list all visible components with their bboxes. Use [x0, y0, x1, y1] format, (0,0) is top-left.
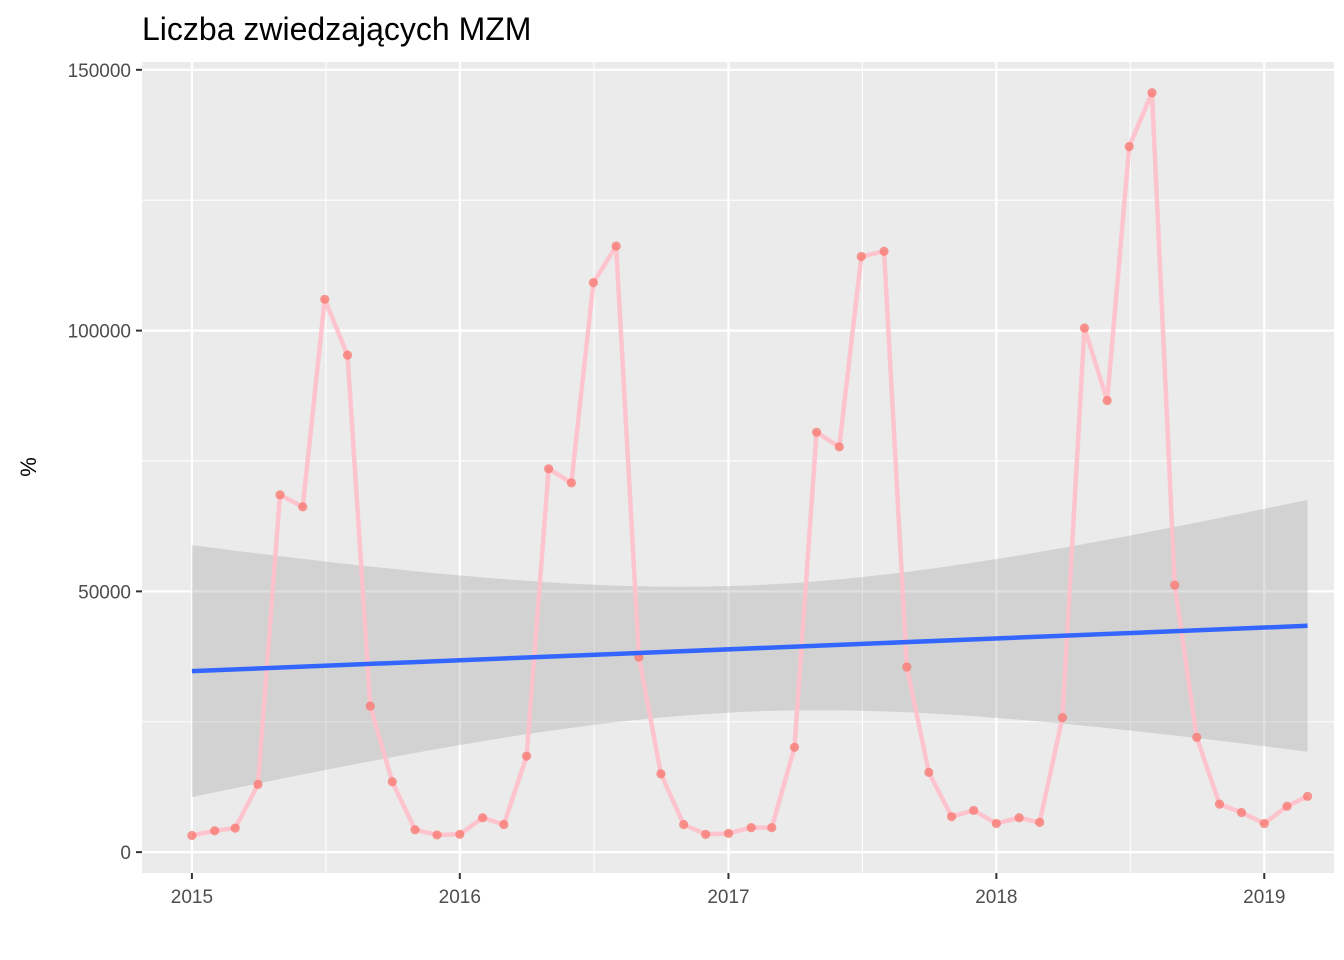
x-tick-label: 2017 — [707, 887, 749, 908]
data-point — [1170, 580, 1180, 590]
data-point — [746, 823, 756, 833]
data-point — [946, 812, 957, 822]
data-point — [1259, 818, 1269, 829]
data-point — [544, 464, 554, 474]
data-point — [499, 819, 509, 830]
x-axis: 2015 2016 2017 2018 2019 — [171, 873, 1285, 908]
data-point — [1035, 817, 1045, 828]
trend-line-layer — [191, 623, 1308, 674]
data-point — [789, 742, 800, 752]
data-point — [1214, 799, 1225, 809]
data-point — [1302, 791, 1313, 801]
data-point — [767, 823, 777, 833]
data-point — [298, 502, 308, 512]
data-point — [723, 828, 734, 838]
data-point — [1192, 732, 1202, 742]
x-tick-label: 2018 — [975, 887, 1017, 908]
data-point — [566, 478, 576, 488]
data-point — [991, 818, 1001, 829]
data-point — [1236, 807, 1247, 818]
data-point — [969, 805, 979, 816]
data-point — [701, 829, 711, 840]
data-point — [834, 442, 844, 452]
data-point — [902, 662, 912, 672]
data-point — [342, 350, 353, 360]
data-point — [410, 825, 420, 835]
data-point — [611, 241, 621, 251]
data-point — [1014, 813, 1024, 823]
y-tick-label: 100000 — [68, 322, 131, 343]
data-point — [455, 829, 465, 840]
trend-line — [191, 623, 1308, 674]
data-point — [588, 278, 599, 288]
data-point — [656, 769, 666, 779]
chart-title: Liczba zwiedzających MZM — [142, 11, 531, 47]
plot-panel — [142, 62, 1334, 873]
data-point — [1124, 141, 1134, 152]
data-point — [924, 767, 934, 777]
data-point — [522, 751, 532, 761]
data-point — [1057, 712, 1068, 723]
data-point — [432, 830, 442, 840]
data-point — [365, 701, 375, 711]
y-tick-label: 50000 — [78, 582, 131, 603]
data-point — [230, 823, 240, 833]
data-point — [1079, 323, 1090, 333]
x-tick-label: 2019 — [1243, 887, 1285, 908]
y-axis-title: % — [16, 457, 41, 477]
data-point — [1147, 88, 1157, 98]
data-point — [187, 830, 197, 841]
x-tick-label: 2015 — [171, 887, 213, 908]
y-tick-label: 150000 — [68, 61, 131, 82]
data-point — [320, 294, 330, 304]
data-point — [679, 819, 689, 830]
data-point — [275, 490, 285, 500]
data-point — [879, 246, 889, 256]
data-point — [1102, 395, 1112, 406]
series-points-layer — [187, 88, 1313, 841]
y-tick-label: 0 — [120, 843, 131, 864]
grid-minor — [142, 62, 1334, 873]
data-point — [811, 427, 822, 437]
data-point — [856, 251, 866, 262]
data-point — [210, 826, 220, 836]
grid-major — [142, 62, 1334, 873]
x-tick-label: 2016 — [439, 887, 481, 908]
data-point — [477, 813, 488, 823]
data-point — [387, 777, 397, 787]
y-axis: 0 50000 100000 150000 — [68, 61, 142, 864]
data-point — [253, 779, 263, 789]
data-point — [1282, 801, 1292, 811]
